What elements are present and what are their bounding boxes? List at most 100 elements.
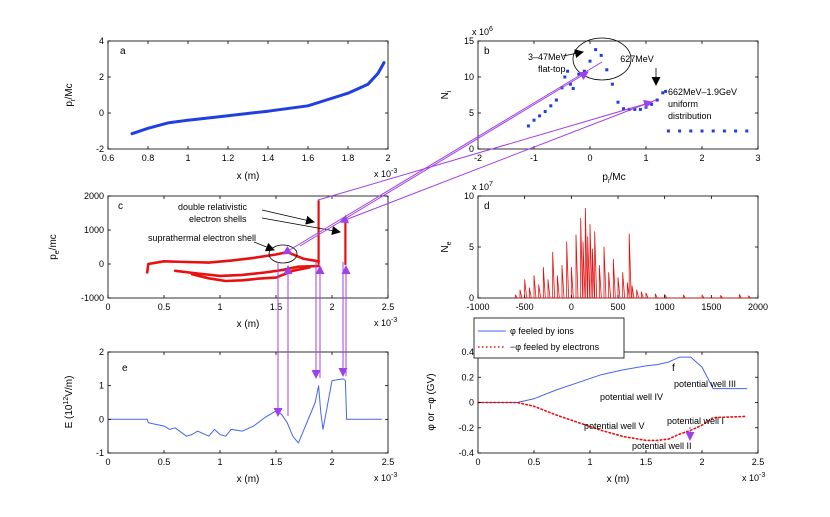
annotation-potential-well-i: potential well I: [667, 416, 724, 426]
data-point: [594, 48, 598, 52]
data-point: [526, 124, 530, 128]
x-tick-label: 1: [217, 302, 222, 312]
data-point: [616, 100, 620, 104]
y-tick-label: -0.2: [458, 423, 474, 433]
data-point: [568, 82, 572, 86]
x-tick-label: -2: [474, 153, 482, 163]
y-tick-label: 15: [464, 36, 474, 46]
y-tick-label: -1: [96, 448, 104, 458]
data-point: [711, 129, 715, 133]
x-scale-label: x 10-3: [742, 472, 765, 483]
data-point: [745, 129, 749, 133]
y-tick-label: -0.4: [458, 448, 474, 458]
y-tick-label: 0.4: [461, 347, 474, 357]
data-point: [722, 129, 726, 133]
y-tick-label: 5: [469, 242, 474, 252]
annotation-potential-well-iv: potential well IV: [600, 392, 663, 402]
y-tick-label: 1: [99, 381, 104, 391]
annotation-uniform: uniform: [668, 99, 698, 109]
arrow-flat-top-to-shell: [282, 61, 603, 255]
y-tick-label: 4: [99, 36, 104, 46]
data-point: [571, 87, 575, 91]
x-tick-label: 0: [587, 153, 592, 163]
data-point: [566, 69, 570, 73]
panel-letter: a: [120, 46, 126, 57]
plot-frame: [107, 40, 389, 150]
data-point: [664, 89, 668, 93]
legend-label-ions: φ feeled by ions: [510, 326, 574, 336]
y-tick-label: 2: [99, 72, 104, 82]
y-axis-label: φ or −φ (GV): [426, 373, 437, 430]
data-point: [689, 129, 693, 133]
data-point: [622, 107, 626, 111]
x-axis-label: x (m): [607, 474, 630, 485]
data-point: [700, 129, 704, 133]
x-tick-label: 1.5: [270, 457, 283, 467]
annotation-double-relativistic: double relativistic: [178, 202, 248, 212]
arrow-uniform-to-spike2: [339, 99, 657, 224]
x-tick-label: 0.5: [528, 457, 541, 467]
x-tick-label: 1.2: [222, 153, 235, 163]
data-point: [678, 129, 682, 133]
annotation-flat-top: flat-top: [538, 64, 566, 74]
x-tick-label: 2000: [748, 302, 768, 312]
series-line--feeled-by-electrons: [477, 401, 748, 442]
x-tick-label: 1.4: [262, 153, 275, 163]
plot-frame: [107, 351, 389, 454]
legend-box: [473, 317, 625, 359]
panel-d: -1000 -500 0 500 1000 1500 2000 0 5 10 d x 107 Ne: [440, 181, 768, 312]
x-tick-label: 1.5: [640, 457, 653, 467]
x-tick-label: 1: [185, 153, 190, 163]
x-tick-label: 1: [587, 457, 592, 467]
x-tick-label: -500: [516, 302, 534, 312]
x-tick-label: 0.5: [158, 302, 171, 312]
data-point: [582, 69, 586, 73]
panel-e: 0 0.5 1 1.5 2 2.5-1012 e x (m) x 10-3 E (1012…: [63, 347, 397, 485]
data-point: [599, 53, 603, 57]
data-point: [588, 59, 592, 63]
x-scale-label: x 10-3: [374, 168, 397, 179]
x-tick-label: 1: [643, 153, 648, 163]
y-tick-label: 0: [469, 144, 474, 154]
panel-letter: c: [118, 201, 123, 212]
series-line-e-field: [107, 378, 382, 444]
y-tick-label: -2: [96, 144, 104, 154]
series-line-ions: [130, 61, 386, 136]
data-point: [650, 102, 654, 106]
panel-f: 0 0.5 1 1.5 2 2.5 -0.4 -0.2 0 0.2 0.4 f x (m) x 10…: [426, 317, 765, 485]
data-point: [638, 107, 642, 111]
panel-letter: d: [484, 201, 490, 212]
annotation-potential-well-ii: potential well II: [632, 441, 692, 451]
data-point: [554, 98, 558, 102]
x-tick-label: 1: [217, 457, 222, 467]
y-tick-label: 2: [99, 347, 104, 357]
y-tick-label: 1000: [84, 225, 104, 235]
annotation-662mev-1-9gev: 662MeV–1.9GeV: [668, 87, 737, 97]
panel-letter: b: [484, 46, 490, 57]
data-point: [633, 107, 637, 111]
panel-a: 0.6 0.8 1 1.2 1.4 1.6 1.8 2 -2 0 2 4 a x (m) x 10-3…: [64, 36, 397, 182]
annotation-arrow: [261, 209, 315, 225]
x-scale-label: x 10-3: [374, 472, 397, 483]
y-tick-label: 0: [99, 108, 104, 118]
x-tick-label: 1.5: [270, 302, 283, 312]
annotation-potential-well-iii: potential well III: [674, 379, 736, 389]
arrow-spike1-to-uniform: [317, 99, 653, 201]
suprathermal-circle: [268, 244, 298, 264]
x-tick-label: 2.5: [382, 302, 395, 312]
y-tick-label: 5: [469, 108, 474, 118]
series-line--feeled-by-ions: [477, 356, 748, 403]
annotation-627mev: 627MeV: [620, 54, 654, 64]
x-tick-label: 0.6: [102, 153, 115, 163]
data-point: [605, 68, 609, 72]
annotation-potential-well-v: potential well V: [584, 421, 645, 431]
x-tick-label: 0.8: [142, 153, 155, 163]
x-tick-label: 2: [329, 302, 334, 312]
data-point: [661, 91, 665, 95]
annotation-electron-shells: electron shells: [189, 214, 247, 224]
y-tick-label: 0.2: [461, 372, 474, 382]
x-axis-label: x (m): [237, 171, 260, 182]
y-tick-label: 2000: [84, 191, 104, 201]
x-tick-label: 500: [610, 302, 625, 312]
